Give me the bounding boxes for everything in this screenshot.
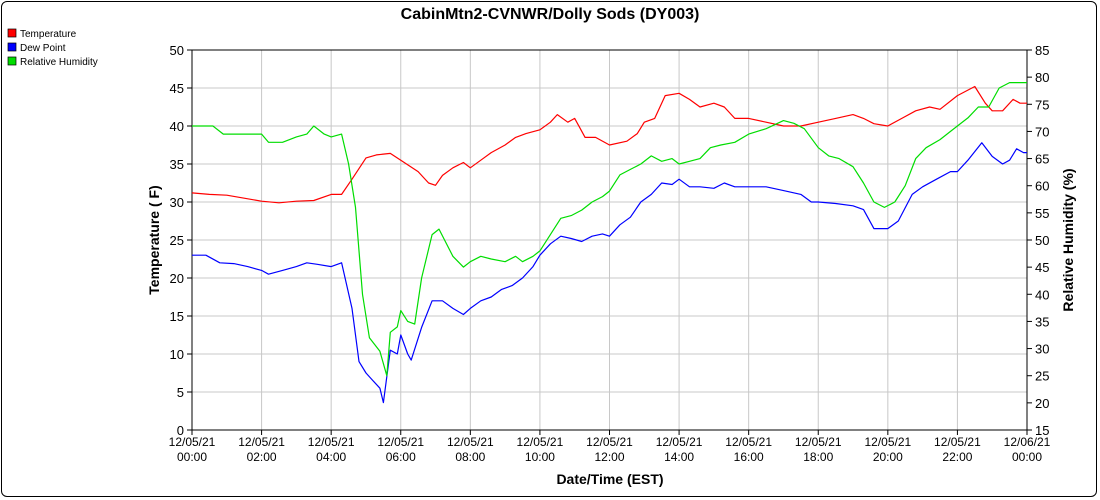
y-left-tick-label: 35 [170, 157, 184, 172]
y-right-tick-label: 40 [1035, 287, 1049, 302]
y-left-tick-label: 50 [170, 43, 184, 58]
series-line-relative-humidity [192, 82, 1027, 377]
y-left-tick-label: 10 [170, 347, 184, 362]
chart-title: CabinMtn2-CVNWR/Dolly Sods (DY003) [401, 6, 700, 23]
y-axis-right-title: Relative Humidity (%) [1060, 168, 1076, 311]
y-right-tick-label: 35 [1035, 314, 1049, 329]
y-left-tick-label: 20 [170, 271, 184, 286]
y-left-tick-label: 40 [170, 119, 184, 134]
legend-swatch-dew-point [7, 42, 17, 52]
y-right-tick-label: 60 [1035, 179, 1049, 194]
x-tick-time: 22:00 [942, 450, 972, 464]
y-axis-left-title: Temperature ( F) [146, 185, 162, 294]
x-tick-time: 00:00 [177, 450, 207, 464]
series-lines [191, 82, 1027, 404]
x-axis: 12/05/2100:0012/05/2102:0012/05/2104:001… [169, 430, 1051, 464]
legend-label-relative-humidity: Relative Humidity [20, 57, 98, 68]
y-right-tick-label: 50 [1035, 233, 1049, 248]
legend-swatch-temperature [7, 28, 17, 38]
x-tick-date: 12/05/21 [586, 435, 633, 449]
x-tick-time: 00:00 [1012, 450, 1042, 464]
y-left-tick-label: 45 [170, 81, 184, 96]
legend-label-temperature: Temperature [20, 29, 77, 40]
x-tick-time: 14:00 [664, 450, 694, 464]
x-tick-date: 12/05/21 [447, 435, 494, 449]
x-tick-date: 12/05/21 [795, 435, 842, 449]
x-tick-time: 10:00 [525, 450, 555, 464]
y-right-tick-label: 25 [1035, 369, 1049, 384]
y-right-tick-label: 85 [1035, 43, 1049, 58]
x-tick-time: 12:00 [594, 450, 624, 464]
x-tick-time: 08:00 [455, 450, 485, 464]
x-tick-date: 12/05/21 [725, 435, 772, 449]
y-left-tick-label: 15 [170, 309, 184, 324]
x-axis-title: Date/Time (EST) [556, 471, 663, 487]
y-right-tick-label: 15 [1035, 423, 1049, 438]
grid-lines [191, 49, 1028, 431]
y-left-tick-label: 5 [177, 385, 184, 400]
legend-label-dew-point: Dew Point [20, 43, 66, 54]
x-tick-date: 12/05/21 [169, 435, 216, 449]
legend-swatch-relative-humidity [7, 56, 17, 66]
x-tick-time: 20:00 [873, 450, 903, 464]
x-tick-date: 12/05/21 [308, 435, 355, 449]
x-tick-date: 12/05/21 [864, 435, 911, 449]
y-right-tick-label: 45 [1035, 260, 1049, 275]
y-right-tick-label: 20 [1035, 396, 1049, 411]
x-tick-date: 12/05/21 [517, 435, 564, 449]
legend: Temperature Dew Point Relative Humidity [7, 28, 98, 68]
y-axis-right: 15 20 25 30 35 40 45 50 55 60 65 70 75 80 85 [1027, 43, 1049, 438]
series-line-dew-point [192, 142, 1027, 404]
y-left-tick-label: 25 [170, 233, 184, 248]
y-left-tick-label: 0 [177, 423, 184, 438]
y-right-tick-label: 30 [1035, 342, 1049, 357]
x-tick-date: 12/05/21 [377, 435, 424, 449]
x-tick-time: 06:00 [386, 450, 416, 464]
x-tick-date: 12/05/21 [656, 435, 703, 449]
x-tick-date: 12/05/21 [238, 435, 285, 449]
series-line-temperature [191, 85, 1027, 204]
y-right-tick-label: 75 [1035, 97, 1049, 112]
y-right-tick-label: 65 [1035, 152, 1049, 167]
x-tick-time: 02:00 [247, 450, 277, 464]
y-axis-left: 0 5 10 15 20 25 30 35 40 45 50 [170, 43, 192, 438]
y-right-tick-label: 70 [1035, 124, 1049, 139]
y-right-tick-label: 55 [1035, 206, 1049, 221]
x-tick-time: 16:00 [734, 450, 764, 464]
x-tick-date: 12/06/21 [1004, 435, 1051, 449]
y-left-tick-label: 30 [170, 195, 184, 210]
x-tick-time: 18:00 [803, 450, 833, 464]
x-tick-date: 12/05/21 [934, 435, 981, 449]
y-right-tick-label: 80 [1035, 70, 1049, 85]
x-tick-time: 04:00 [316, 450, 346, 464]
